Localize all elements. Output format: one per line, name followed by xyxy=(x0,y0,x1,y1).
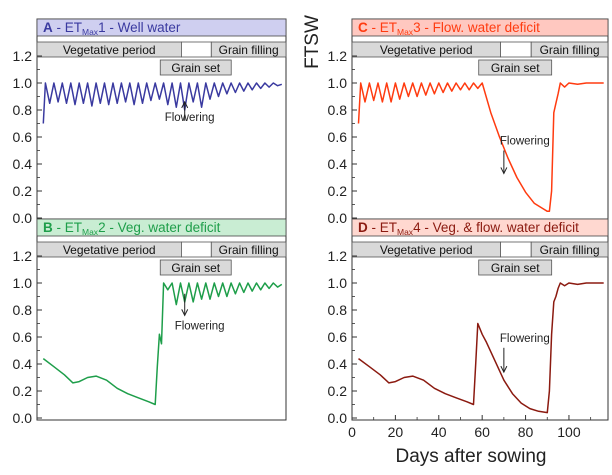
panel-a: A - ETMax1 - Well water Vegetative period… xyxy=(13,18,287,226)
grain-set-label: Grain set xyxy=(171,61,220,75)
y-tick-label: 0.6 xyxy=(13,129,33,145)
y-tick-label: 0.4 xyxy=(13,356,33,372)
y-tick-label: 1.2 xyxy=(13,48,33,64)
grain-set-label: Grain set xyxy=(171,261,220,275)
y-tick-label: 1.2 xyxy=(328,48,348,64)
grain-filling-band xyxy=(210,241,287,258)
x-tick-label: 40 xyxy=(431,424,447,440)
y-axis-label: FTSW xyxy=(302,15,323,69)
y-tick-label: 0.8 xyxy=(13,102,33,118)
grain-set-label: Grain set xyxy=(491,61,540,75)
flowering-arrow-head xyxy=(181,100,189,109)
title-banner xyxy=(351,218,609,237)
y-tick-label: 0.6 xyxy=(328,129,348,145)
grain-set-band xyxy=(159,259,232,276)
grain-set-band xyxy=(478,59,553,76)
panel-title: D - ETMax4 - Veg. & flow. water deficit xyxy=(358,220,579,237)
grain-filling-label: Grain filling xyxy=(219,43,279,57)
x-tick-label: 100 xyxy=(557,424,581,440)
grain-filling-label: Grain filling xyxy=(540,43,600,57)
y-tick-label: 1.0 xyxy=(13,275,33,291)
panel-c: C - ETMax3 - Flow. water deficit Vegetati… xyxy=(328,18,609,226)
y-tick-label: 0.8 xyxy=(328,102,348,118)
panel-title: C - ETMax3 - Flow. water deficit xyxy=(358,20,540,37)
y-tick-label: 0.0 xyxy=(13,210,33,226)
flowering-label: Flowering xyxy=(500,333,550,345)
y-tick-label: 0.2 xyxy=(328,183,348,199)
grain-filling-band xyxy=(210,41,287,58)
x-tick-label: 80 xyxy=(518,424,534,440)
grain-filling-label: Grain filling xyxy=(540,243,600,257)
y-tick-label: 0.2 xyxy=(13,383,33,399)
flowering-arrow-head xyxy=(181,309,189,317)
y-tick-label: 1.0 xyxy=(328,275,348,291)
title-banner xyxy=(36,18,287,37)
y-tick-label: 0.6 xyxy=(328,329,348,345)
grain-filling-label: Grain filling xyxy=(219,243,279,257)
phase-gap xyxy=(500,41,532,58)
y-tick-label: 0.0 xyxy=(328,410,348,426)
y-tick-label: 0.0 xyxy=(328,210,348,226)
series-line-c xyxy=(357,82,604,213)
y-tick-label: 0.2 xyxy=(13,183,33,199)
y-tick-label: 0.8 xyxy=(13,302,33,318)
x-axis-label: Days after sowing xyxy=(395,446,546,467)
panel-d: D - ETMax4 - Veg. & flow. water deficit V… xyxy=(328,218,609,440)
flowering-label: Flowering xyxy=(500,136,550,148)
phase-gap xyxy=(500,241,532,258)
vegetative-period-label: Vegetative period xyxy=(380,43,473,57)
title-banner xyxy=(351,18,609,37)
series-line-d xyxy=(358,282,604,414)
vegetative-period-label: Vegetative period xyxy=(63,43,156,57)
phase-gap xyxy=(181,41,212,58)
y-tick-label: 0.8 xyxy=(328,302,348,318)
panel-b: B - ETMax2 - Veg. water deficit Vegetativ… xyxy=(13,218,287,426)
grain-set-label: Grain set xyxy=(491,261,540,275)
y-tick-label: 1.2 xyxy=(328,248,348,264)
panel-title: B - ETMax2 - Veg. water deficit xyxy=(43,220,221,237)
y-tick-label: 1.2 xyxy=(13,248,33,264)
y-tick-label: 0.6 xyxy=(13,329,33,345)
series-line-b xyxy=(42,282,283,406)
y-tick-label: 0.4 xyxy=(328,156,348,172)
vegetative-period-label: Vegetative period xyxy=(63,243,156,257)
y-tick-label: 0.4 xyxy=(13,156,33,172)
grain-set-band xyxy=(159,59,232,76)
y-tick-label: 1.0 xyxy=(328,75,348,91)
flowering-label: Flowering xyxy=(175,320,225,332)
grain-filling-band xyxy=(530,41,609,58)
grain-filling-band xyxy=(530,241,609,258)
flowering-arrow-head xyxy=(500,365,508,374)
series-line-a xyxy=(42,82,283,124)
flowering-arrow-head xyxy=(500,167,508,175)
panel-title: A - ETMax1 - Well water xyxy=(43,20,181,37)
flowering-label: Flowering xyxy=(165,112,215,124)
y-tick-label: 0.0 xyxy=(13,410,33,426)
x-tick-label: 0 xyxy=(348,424,356,440)
title-banner xyxy=(36,218,287,237)
x-tick-label: 60 xyxy=(474,424,490,440)
vegetative-period-label: Vegetative period xyxy=(380,243,473,257)
grain-set-band xyxy=(478,259,553,276)
y-tick-label: 0.4 xyxy=(328,356,348,372)
y-tick-label: 1.0 xyxy=(13,75,33,91)
phase-gap xyxy=(181,241,212,258)
x-tick-label: 20 xyxy=(388,424,404,440)
y-tick-label: 0.2 xyxy=(328,383,348,399)
